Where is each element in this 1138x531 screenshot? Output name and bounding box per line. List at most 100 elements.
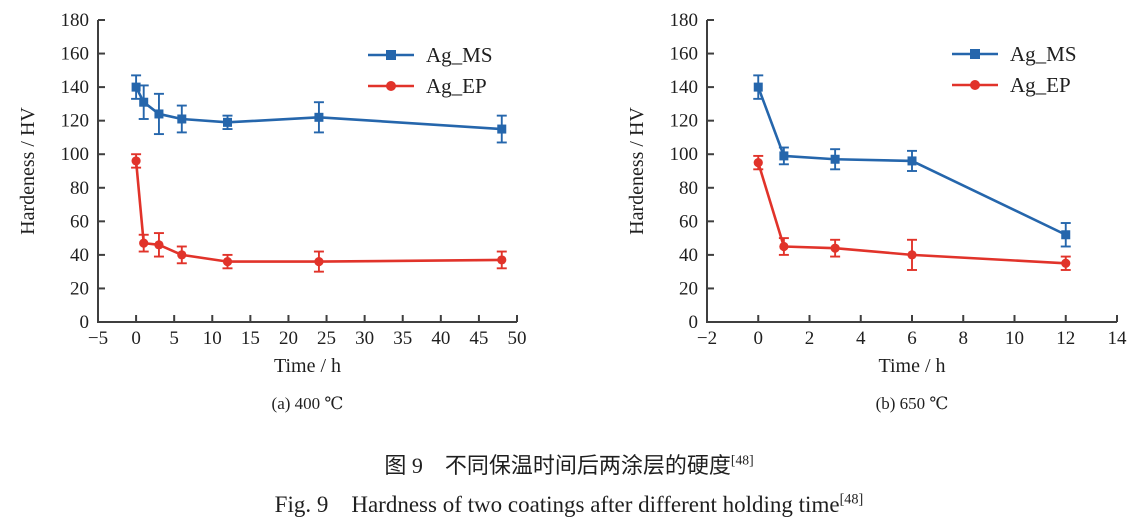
x-tick-label: 50 [508,328,527,349]
legend-label: Ag_MS [426,43,493,67]
x-tick-label: 25 [317,328,336,349]
chart-b-panel: 0 20 40 60 80 100 120 140 160 180 −2 0 2 4 6 8 10 12 14 Tim… [569,0,1138,414]
series-Ag_EP [753,154,1071,271]
x-tick-label: 12 [1056,328,1075,349]
series-Ag_MS [131,74,507,144]
chart-a-panel: 0 20 40 60 80 100 120 140 160 180 −5 0 5 10 15 20 25 30 35… [0,0,569,414]
data-point-marker [779,151,789,161]
y-tick-label: 160 [670,44,699,65]
y-tick-label: 160 [61,44,90,65]
x-tick-label: 0 [131,328,141,349]
y-tick-label: 0 [80,312,90,333]
y-tick-label: 60 [70,211,89,232]
y-tick-label: 40 [679,245,698,266]
data-point-marker [222,257,233,267]
y-tick-label: 180 [670,10,699,31]
x-tick-label: 4 [856,328,866,349]
data-point-marker [154,109,164,119]
legend: Ag_MS Ag_EP [952,42,1077,97]
x-tick-label: 5 [169,328,179,349]
data-point-marker [907,250,917,260]
y-tick-label: 60 [679,211,698,232]
x-tick-label: 2 [805,328,815,349]
x-tick-label: 40 [431,328,450,349]
x-tick-label: 45 [469,328,488,349]
legend-label: Ag_MS [1010,42,1077,66]
legend: Ag_MS Ag_EP [368,43,493,98]
caption-zh-text: 不同保温时间后两涂层的硬度 [444,453,731,478]
chart-a-subcaption: (a) 400 ℃ [271,394,344,413]
data-point-marker [779,241,789,252]
y-tick-label: 20 [679,278,698,299]
x-tick-label: 15 [241,328,260,349]
x-tick-label: 6 [907,328,917,349]
data-point-marker [131,156,141,166]
x-tick-label: −2 [697,328,717,349]
x-tick-label: 10 [203,328,222,349]
y-tick-label: 120 [670,111,699,132]
x-tick-label: 0 [754,328,764,349]
y-tick-label: 120 [61,111,90,132]
y-axis-title: Hardeness / HV [626,107,648,235]
y-tick-label: 0 [689,312,699,333]
x-tick-label: −5 [88,328,108,349]
data-point-marker [753,158,763,168]
data-point-marker [139,238,149,248]
x-axis: −5 0 5 10 15 20 25 30 35 40 45 50 [88,315,527,349]
x-tick-label: 8 [959,328,969,349]
y-tick-label: 140 [670,77,699,98]
series-Ag_MS [753,74,1071,248]
legend-marker [386,50,396,60]
y-tick-label: 80 [679,178,698,199]
y-tick-label: 40 [70,245,89,266]
data-point-marker [753,82,763,92]
data-point-marker [154,240,164,250]
series-line [134,160,502,263]
data-point-marker [830,154,840,164]
y-axis-title: Hardeness / HV [17,107,39,235]
data-point-marker [1061,258,1071,268]
y-tick-label: 140 [61,77,90,98]
chart-b-subcaption: (b) 650 ℃ [875,394,949,413]
x-axis-title: Time / h [878,355,945,377]
caption-zh-reference: [48] [730,452,754,468]
legend-marker [386,81,396,91]
x-tick-label: 14 [1108,328,1128,349]
data-point-marker [1061,230,1071,240]
x-axis-title: Time / h [274,355,341,377]
y-tick-label: 180 [61,10,90,31]
caption-en-number: Fig. 9 [274,492,329,517]
y-tick-label: 80 [70,178,89,199]
legend-marker [970,49,980,59]
data-point-marker [314,257,324,267]
y-tick-label: 100 [61,144,90,165]
y-tick-label: 100 [670,144,699,165]
series-Ag_EP [131,153,507,273]
data-point-marker [497,124,507,134]
legend-label: Ag_EP [426,74,487,98]
caption-en-reference: [48] [839,491,864,508]
x-axis: −2 0 2 4 6 8 10 12 14 [697,315,1127,349]
y-axis: 0 20 40 60 80 100 120 140 160 180 [670,10,714,333]
figure-caption-en: Fig. 9 Hardness of two coatings after dif… [0,492,1138,518]
data-point-marker [131,82,141,92]
data-point-marker [497,255,507,265]
caption-zh-number: 图 9 [384,453,423,478]
data-point-marker [223,117,233,127]
data-point-marker [314,112,324,122]
y-axis: 0 20 40 60 80 100 120 140 160 180 [61,10,105,333]
charts-row: 0 20 40 60 80 100 120 140 160 180 −5 0 5 10 15 20 25 30 35… [0,0,1138,414]
y-tick-label: 20 [70,278,89,299]
x-tick-label: 20 [279,328,298,349]
data-point-marker [177,250,187,260]
x-tick-label: 35 [393,328,412,349]
legend-marker [970,80,980,90]
data-point-marker [830,243,840,253]
legend-label: Ag_EP [1010,73,1071,97]
x-tick-label: 10 [1005,328,1024,349]
data-point-marker [177,114,187,124]
data-point-marker [907,156,917,166]
